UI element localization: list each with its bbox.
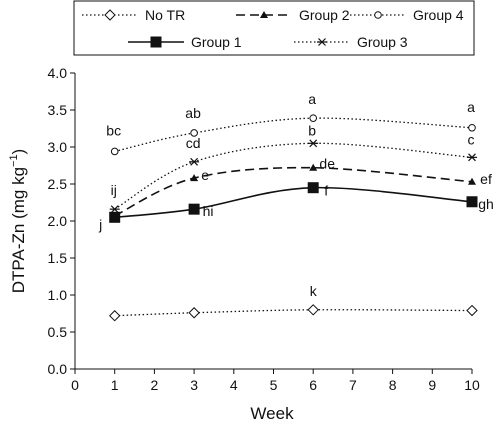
legend-item-g2: Group 2 <box>236 7 350 23</box>
data-point-notr <box>307 304 319 316</box>
x-tick-label: 9 <box>428 377 436 393</box>
data-point-g4 <box>468 123 476 132</box>
legend: No TR Group 1 Group 2 Group 3 Group 4 <box>73 0 475 56</box>
data-point-g2 <box>110 211 119 219</box>
data-point-notr <box>108 310 121 322</box>
x-tick-label: 1 <box>111 377 119 393</box>
series-line-notr <box>114 309 473 317</box>
data-point-g3 <box>109 205 120 214</box>
point-label-g3: ij <box>111 182 117 198</box>
legend-label-g1: Group 1 <box>191 34 242 50</box>
data-point-g1 <box>466 196 478 208</box>
y-tick-label: 3.0 <box>48 139 68 155</box>
point-label-g2: de <box>319 156 335 172</box>
point-label-g2: ef <box>480 171 492 187</box>
data-point-g3 <box>308 139 319 148</box>
y-tick-label: 2.0 <box>48 213 68 229</box>
point-label-g4: ab <box>185 105 201 121</box>
x-tick-label: 7 <box>349 377 357 393</box>
x-axis-title: Week <box>250 404 294 423</box>
series-line-g4 <box>114 117 473 153</box>
series-line-g3 <box>114 142 473 210</box>
x-tick-label: 10 <box>464 377 480 393</box>
x-tick-label: 8 <box>389 377 397 393</box>
data-point-g1 <box>307 182 319 194</box>
data-point-notr <box>188 307 200 319</box>
y-tick-label: 1.5 <box>48 250 68 266</box>
point-label-g3: cd <box>186 135 201 151</box>
data-point-g4 <box>190 129 198 137</box>
data-point-g4 <box>309 114 318 122</box>
data-point-g2 <box>309 163 318 171</box>
x-tick-label: 6 <box>309 377 317 393</box>
x-tick-label: 3 <box>190 377 198 393</box>
point-label-g4: bc <box>106 122 121 138</box>
y-axis-title-main: DTPA-Zn (mg kg <box>9 167 28 293</box>
legend-box <box>73 0 475 56</box>
data-point-g1 <box>188 203 200 215</box>
plot-area: 0 1 2 3 4 5 6 7 8 9 100.00.51.01.52.02.53.03.54.0 … <box>48 65 494 393</box>
y-tick-label: 4.0 <box>48 65 68 81</box>
y-tick-label: 3.5 <box>48 102 68 118</box>
series-line-g2 <box>114 166 473 217</box>
point-label-g1: f <box>324 183 328 199</box>
legend-label-notr: No TR <box>145 7 185 23</box>
point-label-g4: a <box>308 91 316 107</box>
point-label-g4: a <box>467 99 475 115</box>
data-point-g3 <box>467 153 477 162</box>
x-tick-label: 5 <box>270 377 278 393</box>
data-point-g2 <box>468 177 476 185</box>
point-label-notr: k <box>310 283 318 299</box>
point-label-g1: j <box>98 216 102 232</box>
legend-item-notr: No TR <box>82 7 185 23</box>
y-axis-title: DTPA-Zn (mg kg−1) <box>8 149 28 293</box>
point-label-g3: b <box>308 122 316 138</box>
legend-marker-g1 <box>150 36 162 48</box>
y-tick-label: 0.0 <box>48 361 68 377</box>
legend-marker-g3 <box>317 38 327 46</box>
legend-item-g4: Group 4 <box>350 7 464 23</box>
y-tick-label: 0.5 <box>48 324 68 340</box>
y-axis-title-superscript: −1 <box>8 154 20 167</box>
y-tick-label: 2.5 <box>48 176 68 192</box>
legend-item-g1: Group 1 <box>128 34 242 50</box>
legend-marker-g2 <box>260 11 268 18</box>
x-tick-label: 4 <box>230 377 238 393</box>
point-label-g1: hi <box>203 203 214 219</box>
point-label-g3: c <box>468 131 475 147</box>
series-line-g1 <box>114 186 473 219</box>
legend-marker-g4 <box>374 11 382 19</box>
legend-label-g3: Group 3 <box>357 34 408 50</box>
data-point-g2 <box>190 174 199 182</box>
data-point-g4 <box>110 147 119 156</box>
x-tick-label: 0 <box>71 377 79 393</box>
legend-item-g3: Group 3 <box>294 34 408 50</box>
legend-label-g2: Group 2 <box>299 7 350 23</box>
x-tick-label: 2 <box>151 377 159 393</box>
legend-marker-notr <box>104 9 116 21</box>
data-point-notr <box>466 304 478 317</box>
point-label-g1: gh <box>478 196 494 212</box>
data-point-g3 <box>189 157 200 166</box>
legend-label-g4: Group 4 <box>413 7 464 23</box>
point-label-g2: e <box>201 167 209 183</box>
y-axis-title-end: ) <box>9 149 28 155</box>
y-tick-label: 1.0 <box>48 287 68 303</box>
